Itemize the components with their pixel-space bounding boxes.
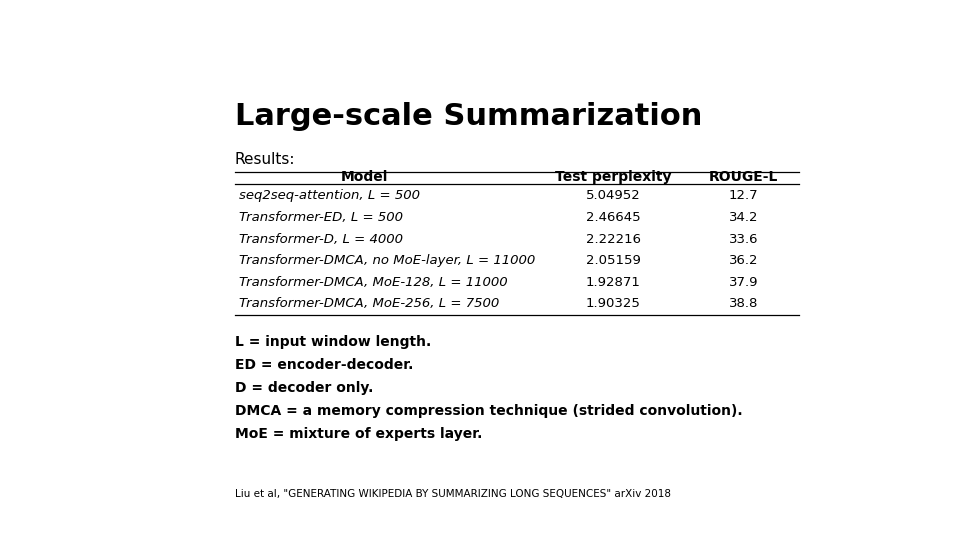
Text: Test perplexity: Test perplexity (556, 170, 672, 184)
Text: 36.2: 36.2 (729, 254, 758, 267)
Text: Liu et al, "GENERATING WIKIPEDIA BY SUMMARIZING LONG SEQUENCES" arXiv 2018: Liu et al, "GENERATING WIKIPEDIA BY SUMM… (235, 489, 671, 500)
Text: 34.2: 34.2 (729, 211, 758, 224)
Text: Results:: Results: (235, 152, 295, 167)
Text: Transformer-ED, L = 500: Transformer-ED, L = 500 (239, 211, 402, 224)
Text: 2.46645: 2.46645 (586, 211, 641, 224)
Text: 37.9: 37.9 (729, 276, 758, 289)
Text: ED = encoder-decoder.: ED = encoder-decoder. (235, 359, 413, 373)
Text: Transformer-DMCA, no MoE-layer, L = 11000: Transformer-DMCA, no MoE-layer, L = 1100… (239, 254, 535, 267)
Text: 2.05159: 2.05159 (586, 254, 641, 267)
Text: 12.7: 12.7 (729, 190, 758, 202)
Text: Transformer-DMCA, MoE-256, L = 7500: Transformer-DMCA, MoE-256, L = 7500 (239, 298, 499, 310)
Text: D = decoder only.: D = decoder only. (235, 381, 374, 395)
Text: 2.22216: 2.22216 (586, 233, 641, 246)
Text: Model: Model (341, 170, 388, 184)
Text: Transformer-DMCA, MoE-128, L = 11000: Transformer-DMCA, MoE-128, L = 11000 (239, 276, 507, 289)
Text: 1.90325: 1.90325 (586, 298, 641, 310)
Text: 38.8: 38.8 (729, 298, 758, 310)
Text: 1.92871: 1.92871 (586, 276, 641, 289)
Text: Large-scale Summarization: Large-scale Summarization (235, 102, 702, 131)
Text: ROUGE-L: ROUGE-L (709, 170, 778, 184)
Text: MoE = mixture of experts layer.: MoE = mixture of experts layer. (235, 427, 482, 441)
Text: L = input window length.: L = input window length. (235, 335, 431, 349)
Text: DMCA = a memory compression technique (strided convolution).: DMCA = a memory compression technique (s… (235, 404, 742, 418)
Text: 33.6: 33.6 (729, 233, 758, 246)
Text: 5.04952: 5.04952 (586, 190, 641, 202)
Text: seq2seq-attention, L = 500: seq2seq-attention, L = 500 (239, 190, 420, 202)
Text: Transformer-D, L = 4000: Transformer-D, L = 4000 (239, 233, 402, 246)
